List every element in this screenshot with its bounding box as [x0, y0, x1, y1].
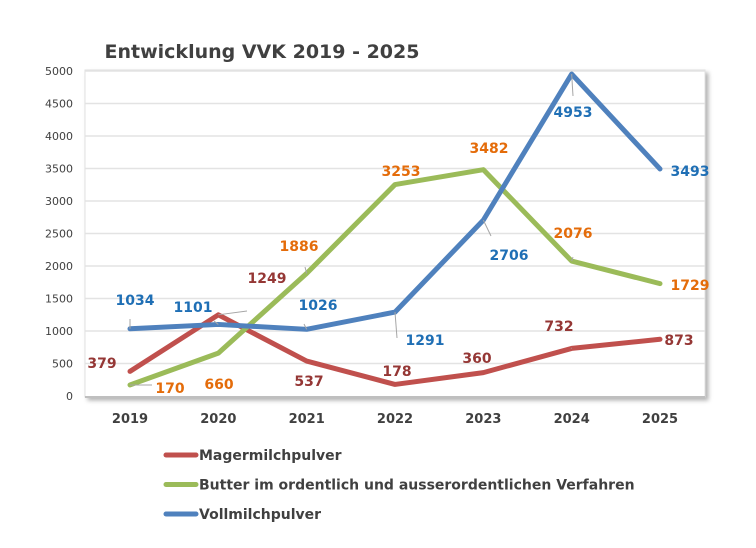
data-label: 170 [155, 381, 184, 397]
y-tick-label: 5000 [45, 65, 73, 78]
data-label: 537 [294, 374, 323, 390]
leader-line [482, 219, 492, 237]
y-tick-label: 4500 [45, 98, 73, 111]
data-label: 660 [204, 377, 233, 393]
chart-title: Entwicklung VVK 2019 - 2025 [105, 41, 420, 63]
data-label: 1729 [671, 278, 710, 294]
data-label: 379 [87, 356, 116, 372]
leader-line [571, 256, 574, 262]
x-tick-label: 2022 [377, 412, 413, 427]
legend-label: Butter im ordentlich und ausserordentlic… [199, 478, 635, 494]
data-label: 873 [664, 333, 693, 349]
legend-label: Vollmilchpulver [199, 507, 321, 523]
y-tick-label: 4000 [45, 130, 73, 143]
leader-line [213, 320, 219, 325]
x-tick-label: 2020 [200, 412, 236, 427]
y-tick-label: 1500 [45, 293, 73, 306]
data-label: 1026 [299, 298, 338, 314]
x-tick-label: 2023 [465, 412, 501, 427]
data-label: 3493 [671, 164, 710, 180]
y-tick-label: 500 [52, 358, 73, 371]
x-tick-label: 2021 [289, 412, 325, 427]
y-tick-label: 3500 [45, 163, 73, 176]
legend-label: Magermilchpulver [199, 448, 342, 464]
data-label: 1291 [406, 333, 445, 349]
y-tick-label: 3000 [45, 195, 73, 208]
leader-line [218, 310, 248, 316]
data-label: 178 [382, 364, 411, 380]
data-label: 360 [462, 351, 491, 367]
data-label: 2706 [490, 248, 529, 264]
leader-line [304, 266, 308, 274]
data-label: 1101 [174, 300, 213, 316]
data-label: 1886 [280, 239, 319, 255]
y-tick-label: 2000 [45, 260, 73, 273]
leader-line [394, 312, 398, 339]
data-label: 3482 [470, 141, 509, 157]
y-tick-label: 1000 [45, 325, 73, 338]
data-label: 1249 [248, 271, 287, 287]
data-label: 732 [544, 319, 573, 335]
x-tick-label: 2024 [554, 412, 590, 427]
y-tick-label: 0 [66, 390, 73, 403]
data-label: 4953 [554, 105, 593, 121]
x-tick-label: 2025 [642, 412, 678, 427]
leader-line [571, 74, 574, 97]
x-tick-label: 2019 [112, 412, 148, 427]
data-label: 2076 [554, 226, 593, 242]
leader-line [303, 323, 308, 330]
data-label: 3253 [382, 164, 421, 180]
y-tick-label: 2500 [45, 228, 73, 241]
data-label: 1034 [116, 293, 155, 309]
